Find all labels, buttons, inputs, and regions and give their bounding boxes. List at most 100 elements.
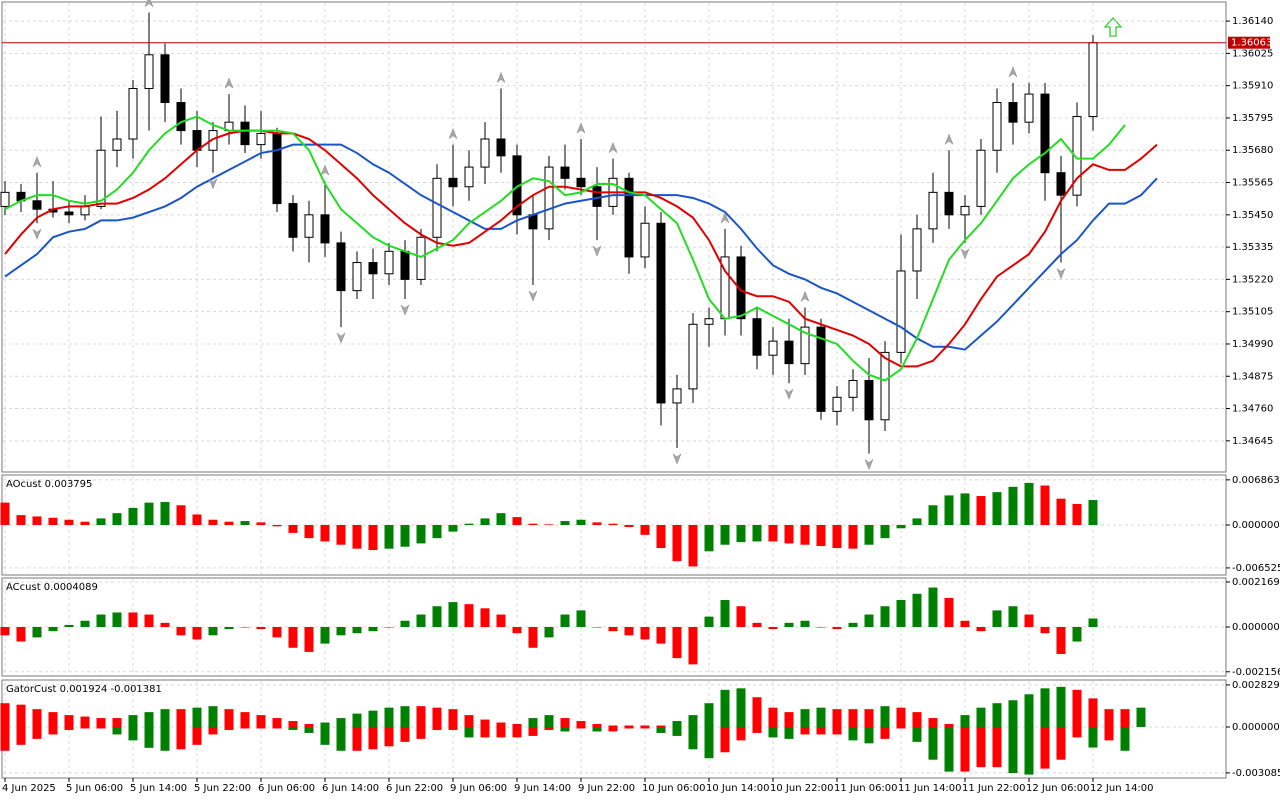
x-tick-label: 9 Jun 14:00 — [514, 783, 571, 794]
histogram-bar — [1056, 498, 1066, 525]
histogram-bar — [608, 523, 618, 525]
histogram-bar — [320, 722, 330, 727]
histogram-bar — [256, 627, 266, 630]
histogram-bar — [944, 495, 954, 525]
histogram-bar — [624, 725, 634, 727]
candle-body — [784, 340, 794, 365]
histogram-bar — [1040, 627, 1050, 634]
candle-body — [816, 326, 826, 412]
histogram-bar — [816, 627, 826, 628]
histogram-bar — [752, 726, 762, 733]
histogram-bar — [192, 707, 202, 727]
histogram-bar — [368, 710, 378, 727]
histogram-bar — [368, 525, 378, 550]
panel-frame — [1, 1, 1227, 473]
histogram-bar — [896, 525, 906, 529]
histogram-bar — [672, 726, 682, 736]
y-tick-label: 0.006863 — [1232, 475, 1280, 486]
histogram-bar — [960, 620, 970, 627]
histogram-bar — [112, 513, 122, 525]
candle-body — [128, 87, 138, 140]
histogram-bar — [816, 707, 826, 727]
histogram-bar — [944, 726, 954, 772]
histogram-bar — [1072, 726, 1082, 738]
price-tag — [1228, 36, 1270, 49]
histogram-bar — [1040, 688, 1050, 727]
histogram-bar — [176, 627, 186, 636]
x-tick-label: 9 Jun 06:00 — [450, 783, 507, 794]
x-tick-label: 5 Jun 06:00 — [66, 783, 123, 794]
histogram-bar — [512, 726, 522, 738]
histogram-bar — [352, 713, 362, 727]
histogram-bar — [320, 627, 330, 644]
y-tick-label: 1.35565 — [1232, 178, 1273, 189]
panel-title: AOcust 0.003795 — [6, 479, 92, 490]
histogram-bar — [1072, 689, 1082, 727]
histogram-bar — [416, 726, 426, 739]
histogram-bar — [896, 600, 906, 627]
fractal-down — [400, 304, 410, 316]
histogram-bar — [1024, 694, 1034, 727]
histogram-bar — [192, 627, 202, 640]
histogram-bar — [1056, 726, 1066, 760]
histogram-bar — [16, 515, 26, 525]
y-tick-label: -0.006525 — [1232, 563, 1280, 574]
histogram-bar — [576, 610, 586, 627]
histogram-bar — [448, 709, 458, 727]
y-tick-label: 1.35910 — [1232, 81, 1273, 92]
histogram-bar — [320, 525, 330, 542]
histogram-bar — [432, 707, 442, 727]
histogram-bar — [560, 614, 570, 627]
histogram-bar — [32, 726, 42, 739]
histogram-bar — [928, 726, 938, 760]
fractal-up — [496, 71, 506, 84]
histogram-bar — [80, 726, 90, 729]
x-tick-label: 10 Jun 06:00 — [642, 783, 706, 794]
x-tick-label: 10 Jun 14:00 — [706, 783, 770, 794]
histogram-bar — [48, 517, 58, 525]
histogram-bar — [0, 703, 10, 727]
fractal-down — [336, 332, 346, 344]
candle-body — [560, 166, 570, 179]
candle-body — [864, 379, 874, 421]
histogram-bar — [96, 726, 106, 729]
histogram-bar — [848, 525, 858, 549]
histogram-bar — [0, 502, 10, 525]
candle-body — [352, 262, 362, 292]
histogram-bar — [464, 715, 474, 727]
histogram-bar — [96, 718, 106, 727]
histogram-bar — [720, 525, 730, 545]
histogram-bar — [704, 726, 714, 759]
candle-body — [144, 54, 154, 89]
histogram-bar — [144, 614, 154, 627]
histogram-bar — [624, 627, 634, 636]
histogram-bar — [240, 726, 250, 729]
histogram-bar — [256, 522, 266, 525]
histogram-bar — [544, 726, 554, 730]
histogram-bar — [1040, 485, 1050, 525]
candle-body — [336, 242, 346, 292]
histogram-bar — [432, 606, 442, 627]
candle-body — [64, 211, 74, 216]
histogram-bar — [1120, 709, 1130, 727]
histogram-bar — [176, 505, 186, 525]
histogram-bar — [480, 726, 490, 738]
histogram-bar — [16, 726, 26, 745]
x-tick-label: 11 Jun 14:00 — [898, 783, 962, 794]
histogram-bar — [448, 726, 458, 730]
x-tick-label: 12 Jun 14:00 — [1090, 783, 1154, 794]
histogram-bar — [448, 525, 458, 532]
candle-body — [432, 177, 442, 238]
candle-body — [0, 191, 10, 207]
candle-body — [384, 250, 394, 275]
histogram-bar — [336, 627, 346, 636]
price-tag-label: 1.36063 — [1231, 38, 1272, 49]
histogram-bar — [608, 725, 618, 727]
histogram-bar — [832, 525, 842, 549]
histogram-bar — [176, 726, 186, 750]
fractal-down — [528, 290, 538, 302]
indicator-line — [4, 115, 1126, 382]
histogram-bar — [288, 627, 298, 648]
histogram-bar — [768, 707, 778, 727]
indicator-line — [4, 129, 1158, 368]
